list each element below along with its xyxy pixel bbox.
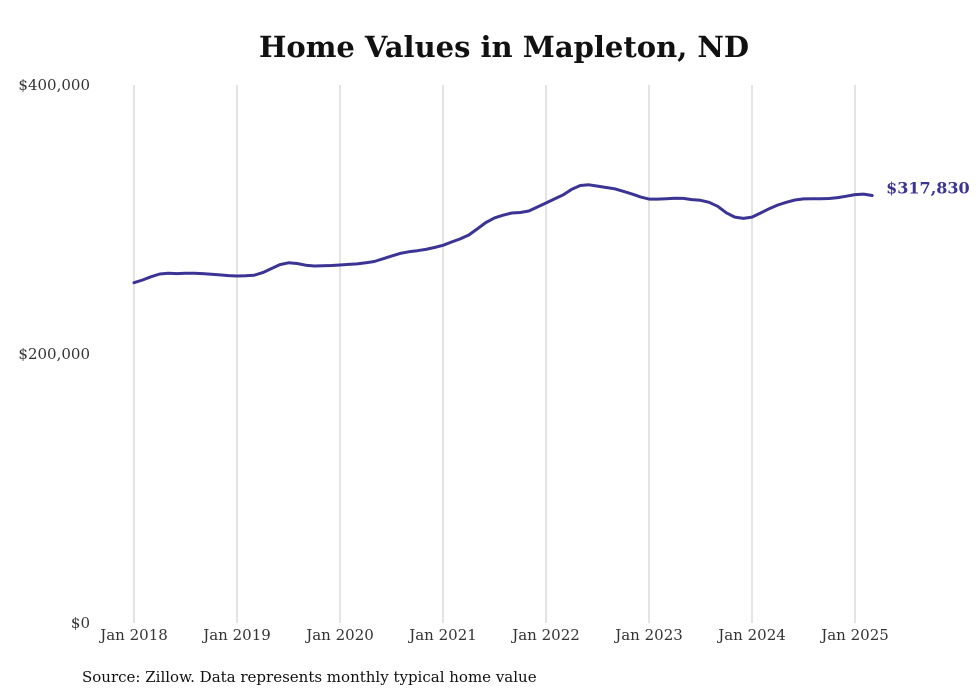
y-tick-label: $400,000 [18,76,90,94]
series-line-home-value [132,183,874,285]
x-tick-label: Jan 2023 [613,626,683,644]
x-tick-label: Jan 2021 [407,626,477,644]
chart-title: Home Values in Mapleton, ND [258,30,750,64]
y-tick-label: $0 [71,614,90,632]
y-tick-label: $200,000 [18,345,90,363]
x-tick-label: Jan 2025 [819,626,889,644]
end-value-label: $317,830 [886,179,970,198]
source-note: Source: Zillow. Data represents monthly … [82,668,537,686]
x-tick-label: Jan 2022 [510,626,580,644]
x-tick-label: Jan 2019 [201,626,271,644]
y-axis: $0 $200,000 $400,000 [18,76,90,632]
vertical-gridlines [133,85,856,623]
x-tick-label: Jan 2018 [98,626,168,644]
x-axis: Jan 2018 Jan 2019 Jan 2020 Jan 2021 Jan 2022… [98,626,889,644]
x-tick-label: Jan 2024 [716,626,786,644]
x-tick-label: Jan 2020 [304,626,374,644]
